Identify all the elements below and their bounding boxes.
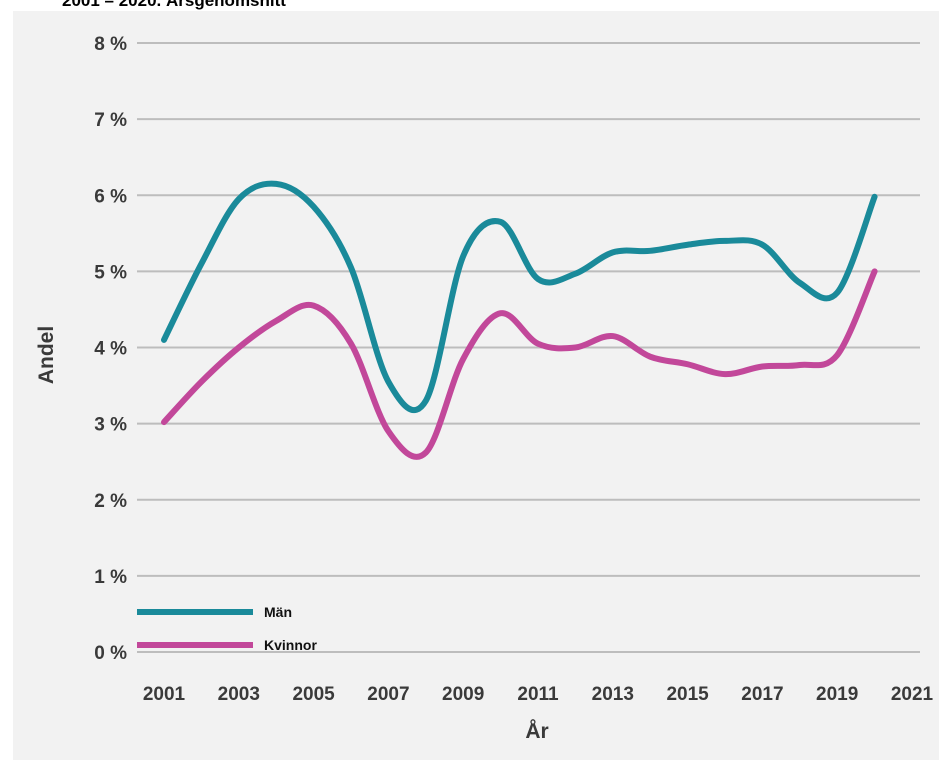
y-tick-label: 8 % (94, 34, 127, 55)
y-axis-label: Andel (35, 326, 58, 384)
y-tick-label: 6 % (94, 186, 127, 207)
x-axis-label: År (525, 719, 548, 743)
y-tick-label: 1 % (94, 567, 127, 588)
series-line-man (161, 180, 878, 414)
x-tick-label: 2017 (741, 684, 783, 705)
y-tick-label: 5 % (94, 262, 127, 283)
series-line-kvinnor (161, 268, 878, 460)
x-tick-label: 2021 (891, 684, 934, 705)
legend-label-kvinnor: Kvinnor (264, 637, 317, 653)
legend-label-man: Män (264, 604, 292, 620)
series-lines (161, 180, 878, 460)
x-tick-label: 2019 (816, 684, 858, 705)
x-axis-ticks: 2001 2003 2005 2007 2009 2011 2013 2015 2017 2019… (143, 684, 934, 705)
chart-title: 2001 – 2020. Årsgenomsnitt (62, 0, 286, 10)
x-tick-label: 2001 (143, 684, 186, 705)
y-tick-label: 7 % (94, 110, 127, 131)
gridlines (137, 42, 920, 653)
chart-panel (13, 11, 939, 760)
legend: Män Kvinnor (137, 604, 317, 653)
y-tick-label: 2 % (94, 491, 127, 512)
x-tick-label: 2003 (218, 684, 260, 705)
y-axis-ticks: 0 % 1 % 2 % 3 % 4 % 5 % 6 % 7 % 8 % (94, 34, 127, 664)
x-tick-label: 2005 (292, 684, 335, 705)
x-tick-label: 2011 (517, 684, 559, 705)
y-tick-label: 0 % (94, 643, 127, 664)
x-tick-label: 2007 (367, 684, 409, 705)
x-tick-label: 2009 (442, 684, 484, 705)
y-tick-label: 3 % (94, 415, 127, 436)
y-tick-label: 4 % (94, 339, 127, 360)
x-tick-label: 2013 (592, 684, 634, 705)
x-tick-label: 2015 (666, 684, 709, 705)
